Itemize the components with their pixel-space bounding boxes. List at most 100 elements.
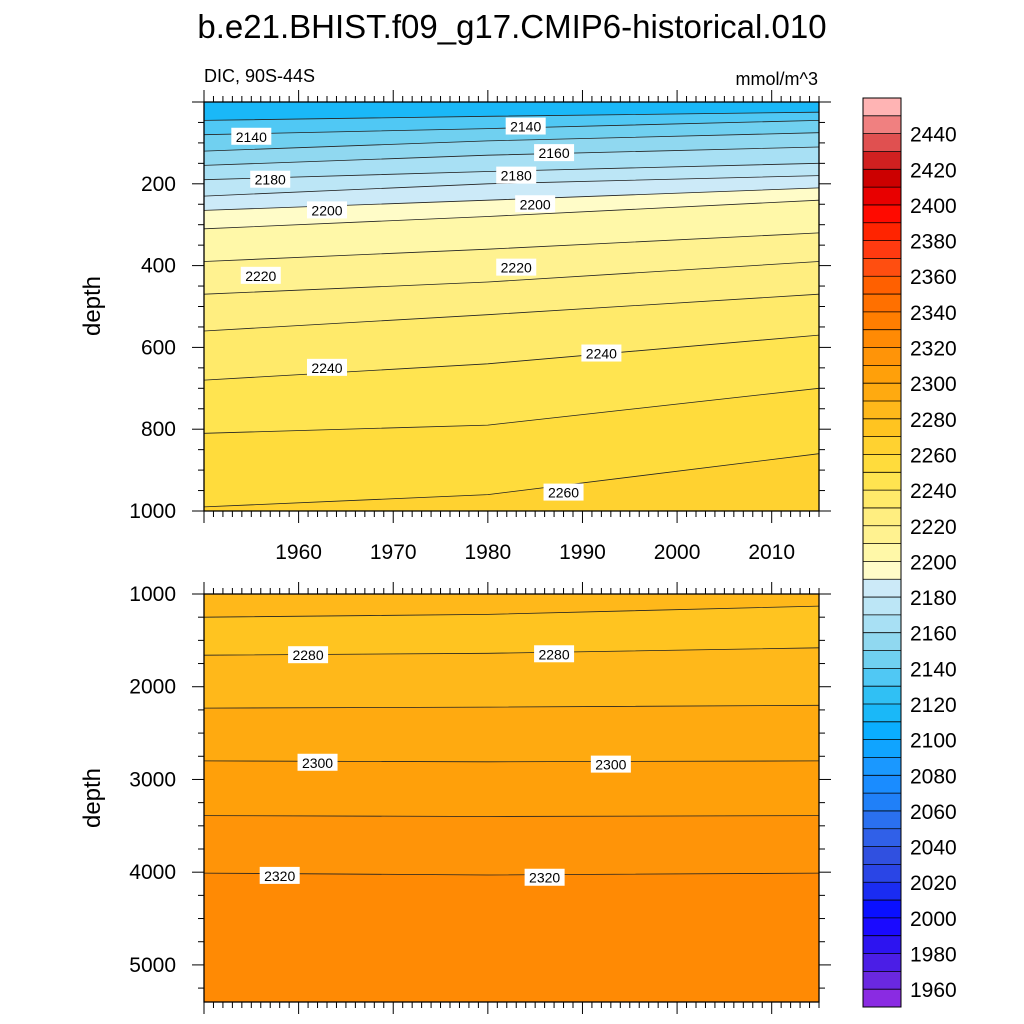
contour-label-text: 2180 <box>255 172 286 188</box>
colorbar-box <box>863 169 901 188</box>
contour-label: 2160 <box>534 144 575 162</box>
colorbar-box <box>863 258 901 277</box>
colorbar-label: 2320 <box>910 338 957 361</box>
colorbar-label: 2340 <box>910 302 957 325</box>
colorbar-box <box>863 98 901 117</box>
colorbar-label: 2080 <box>910 765 957 788</box>
colorbar-label: 2300 <box>910 373 957 396</box>
contour-label: 2220 <box>496 258 537 276</box>
contour-line-2260 <box>204 453 819 508</box>
contour-label-text: 2320 <box>529 870 560 886</box>
contour-label-text: 2260 <box>548 485 579 501</box>
colorbar-box <box>863 240 901 259</box>
panel-subtitle: DIC, 90S-44S <box>204 66 315 86</box>
contour-label-text: 2220 <box>245 268 276 284</box>
colorbar-box <box>863 882 901 901</box>
y-tick-label: 200 <box>141 173 176 196</box>
colorbar-box <box>863 917 901 937</box>
colorbar-box <box>863 632 901 651</box>
colorbar-box <box>863 436 901 455</box>
colorbar-box <box>863 329 901 348</box>
contour-line-2140 <box>204 120 819 136</box>
colorbar-label: 2220 <box>910 516 957 539</box>
contour-label-text: 2200 <box>520 196 551 212</box>
colorbar-label: 2400 <box>910 195 957 218</box>
colorbar-box <box>863 401 901 420</box>
contour-label-text: 2180 <box>501 168 532 184</box>
contour-label-text: 2320 <box>264 868 295 884</box>
contour-label-text: 2300 <box>595 757 626 773</box>
colorbar-box <box>863 454 901 473</box>
y-tick-label: 4000 <box>129 861 176 884</box>
colorbar-box <box>863 115 901 135</box>
colorbar-box <box>863 686 901 705</box>
colorbar-box <box>863 597 901 616</box>
contour-label: 2220 <box>240 266 281 284</box>
colorbar-label: 2100 <box>910 730 957 753</box>
contour-label-text: 2140 <box>236 129 267 145</box>
colorbar-label: 2140 <box>910 658 957 681</box>
contour-label: 2320 <box>524 868 565 886</box>
colorbar-box <box>863 846 901 865</box>
colorbar-box <box>863 472 901 491</box>
contour-label: 2200 <box>307 201 347 219</box>
contour-line-2150 <box>204 132 819 152</box>
x-tick-label: 1980 <box>464 541 511 564</box>
y-tick-label: 5000 <box>129 954 176 977</box>
colorbar-label: 2160 <box>910 623 957 646</box>
x-tick-label: 2000 <box>654 541 701 564</box>
x-tick-label: 1970 <box>370 541 417 564</box>
colorbar-label: 2180 <box>910 587 957 610</box>
y-tick-label: 400 <box>141 255 176 278</box>
x-tick-label: 1990 <box>559 541 606 564</box>
contour-label: 2180 <box>496 166 537 184</box>
contour-label-text: 2160 <box>538 145 569 161</box>
colorbar-box <box>863 543 901 562</box>
colorbar-box <box>863 151 901 170</box>
colorbar-label: 2000 <box>910 908 957 931</box>
colorbar-frame <box>862 97 902 1008</box>
y-tick-label: 3000 <box>129 768 176 791</box>
colorbar-box <box>863 668 901 687</box>
y-axis-label-upper: depth <box>79 276 106 336</box>
contour-label: 2280 <box>288 646 329 664</box>
colorbar-box <box>863 507 901 527</box>
colorbar-box <box>863 757 901 776</box>
colorbar-box <box>863 953 901 972</box>
contour-line-2250 <box>204 387 819 434</box>
colorbar-box <box>863 365 901 384</box>
contour-label: 2320 <box>259 866 300 884</box>
colorbar-label: 2260 <box>910 444 957 467</box>
colorbar-box <box>863 187 901 206</box>
contour-fill-2320 <box>204 873 819 1002</box>
figure-title: b.e21.BHIST.f09_g17.CMIP6-historical.010 <box>197 8 826 45</box>
lower-depth-panel: 2280 2280 2300 2300 2320 2320 1000 2000 3000 4000… <box>129 582 831 1014</box>
colorbar-box <box>863 900 901 919</box>
contour-label-text: 2280 <box>538 646 569 662</box>
colorbar-label: 2040 <box>910 837 957 860</box>
y-tick-label: 600 <box>141 336 176 359</box>
y-axis-label-lower: depth <box>79 768 106 828</box>
colorbar-box <box>863 133 901 152</box>
contour-label: 2140 <box>505 117 546 135</box>
colorbar-label: 2280 <box>910 409 957 432</box>
contour-line-2210 <box>204 232 819 262</box>
contour-label: 2240 <box>581 344 622 362</box>
colorbar-box <box>863 490 901 509</box>
contour-label-text: 2200 <box>311 202 342 218</box>
y-tick-label: 2000 <box>129 676 176 699</box>
colorbar-label: 2360 <box>910 266 957 289</box>
y-tick-label: 1000 <box>129 500 176 523</box>
colorbar-box <box>863 579 901 598</box>
colorbar-box <box>863 561 901 580</box>
y-tick-label: 1000 <box>129 583 176 606</box>
contour-line-2240 <box>204 334 819 381</box>
upper-depth-panel: 2140 2140 2160 2180 2180 2200 2200 2220 2220 2240… <box>129 90 831 564</box>
contour-label-text: 2300 <box>302 755 333 771</box>
contour-line-2270 <box>204 605 819 618</box>
contour-line-2170 <box>204 162 819 181</box>
contour-line-2190 <box>204 187 819 211</box>
plot-frame <box>203 593 820 1003</box>
contour-fill-2260 <box>204 453 819 511</box>
